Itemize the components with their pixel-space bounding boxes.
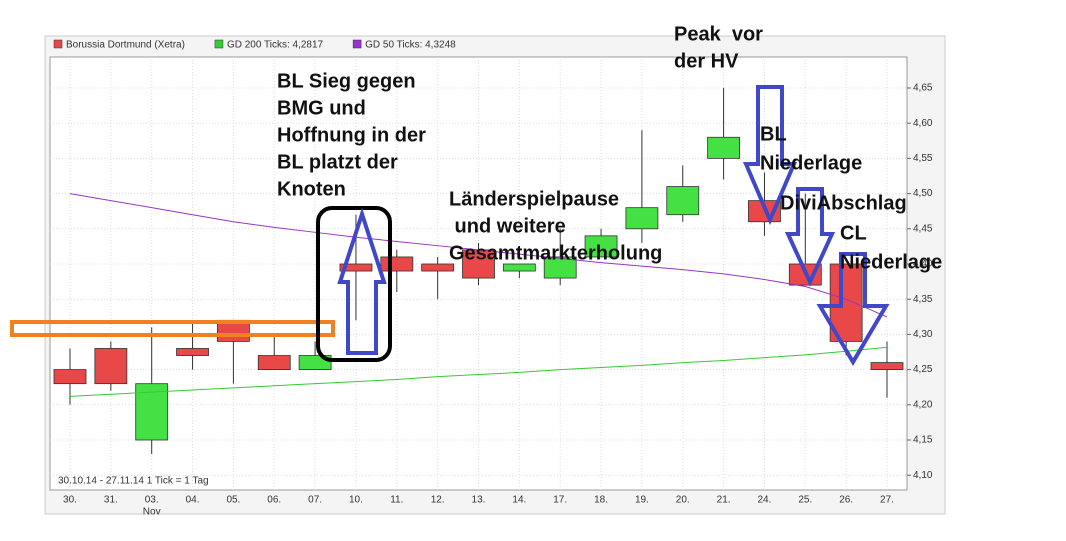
annotation-text: BMG und bbox=[277, 97, 366, 119]
y-tick-label: 4,15 bbox=[913, 435, 933, 446]
candle-body bbox=[176, 348, 209, 356]
annotation-text: Niederlage bbox=[840, 251, 942, 273]
candle-body bbox=[380, 256, 414, 272]
candle-body bbox=[339, 263, 373, 272]
annotation-text: Peak vor bbox=[674, 23, 763, 45]
x-tick-label: 07. bbox=[308, 495, 322, 506]
x-tick-label: 24. bbox=[757, 495, 771, 506]
candle-body bbox=[421, 263, 455, 272]
annotation-text: Gesamtmarkterholung bbox=[449, 242, 662, 264]
range-note: 30.10.14 - 27.11.14 1 Tick = 1 Tag bbox=[58, 476, 209, 487]
moving-average-line bbox=[69, 346, 888, 397]
y-tick-label: 4,60 bbox=[913, 118, 933, 129]
legend-swatch bbox=[352, 39, 362, 49]
x-tick-label: 31. bbox=[104, 495, 118, 506]
x-tick-label: 12. bbox=[431, 495, 445, 506]
x-tick-label: 06. bbox=[267, 495, 281, 506]
month-label: Nov bbox=[143, 507, 161, 518]
y-tick-label: 4,45 bbox=[913, 223, 933, 234]
candle-body bbox=[94, 348, 128, 385]
overlays bbox=[10, 85, 890, 366]
y-tick-label: 4,40 bbox=[913, 259, 933, 270]
annotation-text: Hoffnung in der bbox=[277, 124, 426, 146]
annotations: BL Sieg gegen BMG und Hoffnung in der BL pl… bbox=[277, 23, 942, 273]
annotation-text: der HV bbox=[674, 50, 739, 72]
x-tick-label: 04. bbox=[186, 495, 200, 506]
x-tick-label: 20. bbox=[676, 495, 690, 506]
annotation-text: und weitere bbox=[449, 215, 566, 237]
annotation-text: BL bbox=[760, 123, 787, 145]
y-tick-label: 4,10 bbox=[913, 470, 933, 481]
arrow-up bbox=[337, 207, 387, 355]
arrow-down bbox=[784, 187, 836, 287]
candle-body bbox=[870, 362, 904, 371]
annotation-text: Knoten bbox=[277, 178, 346, 200]
y-tick-label: 4,55 bbox=[913, 153, 933, 164]
candle-body bbox=[257, 355, 291, 371]
highlight-box bbox=[10, 320, 335, 337]
marks bbox=[53, 87, 904, 455]
annotation-text: BL Sieg gegen bbox=[277, 70, 416, 92]
annotation-text: Länderspielpause bbox=[449, 188, 619, 210]
legend-label: GD 50 Ticks: 4,3248 bbox=[365, 40, 456, 51]
candle-body bbox=[707, 136, 740, 159]
arrow-down bbox=[742, 85, 798, 226]
y-tick-label: 4,25 bbox=[913, 364, 933, 375]
annotation-text: Niederlage bbox=[760, 152, 862, 174]
x-tick-label: 13. bbox=[472, 495, 486, 506]
x-tick-label: 18. bbox=[594, 495, 608, 506]
annotation-text: CL bbox=[840, 222, 867, 244]
y-tick-label: 4,30 bbox=[913, 329, 933, 340]
x-tick-label: 14. bbox=[512, 495, 526, 506]
x-tick-label: 26. bbox=[839, 495, 853, 506]
candle-body bbox=[502, 263, 536, 272]
x-tick-label: 11. bbox=[390, 495, 403, 506]
x-tick-label: 17. bbox=[553, 495, 567, 506]
candle-body bbox=[53, 369, 87, 385]
legend-swatch bbox=[214, 39, 224, 49]
x-tick-label: 19. bbox=[635, 495, 649, 506]
annotation-text: BL platzt der bbox=[277, 151, 398, 173]
candle-body bbox=[584, 235, 618, 258]
x-tick-label: 10. bbox=[349, 495, 363, 506]
y-tick-label: 4,20 bbox=[913, 399, 933, 410]
legend-label: GD 200 Ticks: 4,2817 bbox=[227, 40, 324, 51]
x-tick-label: 05. bbox=[226, 495, 240, 506]
x-tick-label: 21. bbox=[717, 495, 731, 506]
candle-body bbox=[462, 249, 495, 279]
y-tick-label: 4,35 bbox=[913, 294, 933, 305]
candle-body bbox=[543, 256, 577, 279]
focus-box bbox=[316, 206, 392, 362]
moving-average-line bbox=[69, 193, 888, 318]
candle-body bbox=[625, 207, 659, 230]
candle-body bbox=[666, 186, 700, 216]
x-tick-label: 25. bbox=[798, 495, 812, 506]
y-tick-label: 4,50 bbox=[913, 188, 933, 199]
legend-swatch bbox=[53, 39, 63, 49]
y-tick-label: 4,65 bbox=[913, 83, 933, 94]
x-tick-label: 27. bbox=[880, 495, 894, 506]
annotation-text: DiviAbschlag bbox=[780, 192, 907, 214]
legend-label: Borussia Dortmund (Xetra) bbox=[66, 40, 185, 51]
x-tick-label: 30. bbox=[63, 495, 77, 506]
arrow-down bbox=[816, 252, 890, 366]
x-tick-label: 03. bbox=[145, 495, 159, 506]
